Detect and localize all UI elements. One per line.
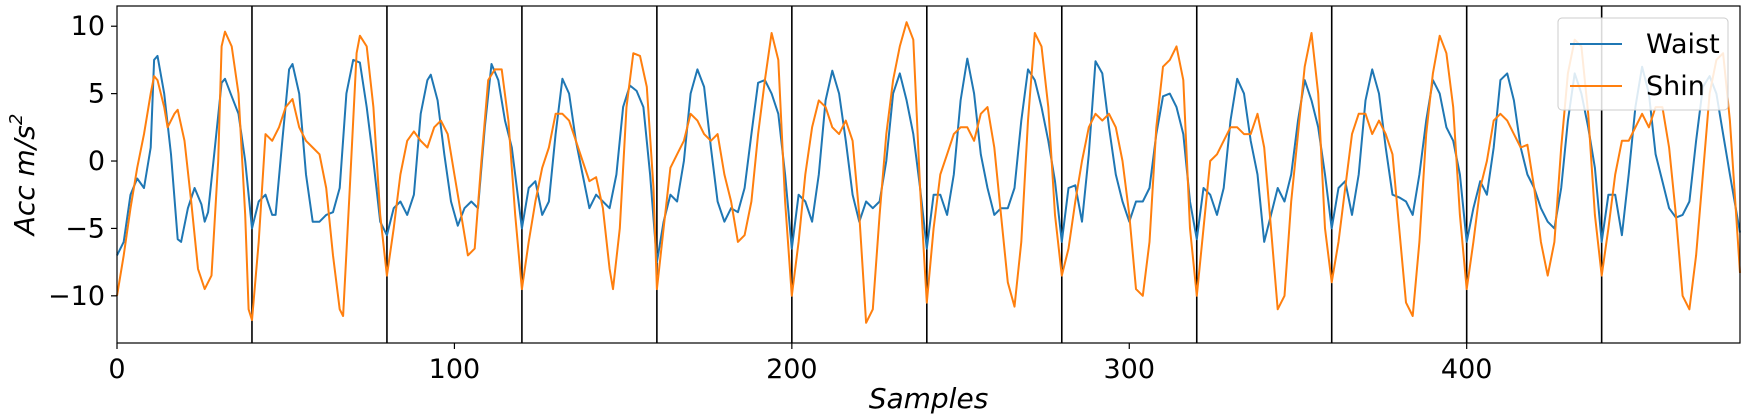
x-tick-label: 100: [429, 354, 481, 385]
series-line-waist: [116, 54, 1741, 264]
x-axis-label: Samples: [869, 382, 989, 415]
y-axis-label: Acc m/s2: [6, 114, 41, 238]
x-tick-label: 0: [108, 354, 125, 385]
y-tick-label: −5: [65, 213, 105, 244]
y-axis-ticks: 10 5 0 −5 −10: [48, 11, 117, 312]
x-tick-label: 300: [1103, 354, 1155, 385]
legend: Waist Shin: [1557, 17, 1729, 111]
x-axis-ticks: 0 100 200 300 400: [108, 343, 1492, 385]
x-tick-label: 200: [766, 354, 818, 385]
y-tick-label: −10: [48, 281, 105, 312]
legend-label: Shin: [1646, 71, 1705, 102]
legend-label: Waist: [1646, 29, 1720, 60]
y-tick-label: 0: [88, 146, 105, 177]
y-axis-label-superscript: 2: [6, 114, 27, 125]
series-line-shin: [116, 21, 1741, 324]
series-lines: [116, 21, 1741, 324]
plot-frame: [116, 5, 1741, 344]
y-axis-label-base: Acc m/s: [8, 125, 41, 237]
y-tick-label: 5: [88, 79, 105, 110]
y-tick-label: 10: [71, 11, 105, 42]
x-tick-label: 400: [1441, 354, 1493, 385]
